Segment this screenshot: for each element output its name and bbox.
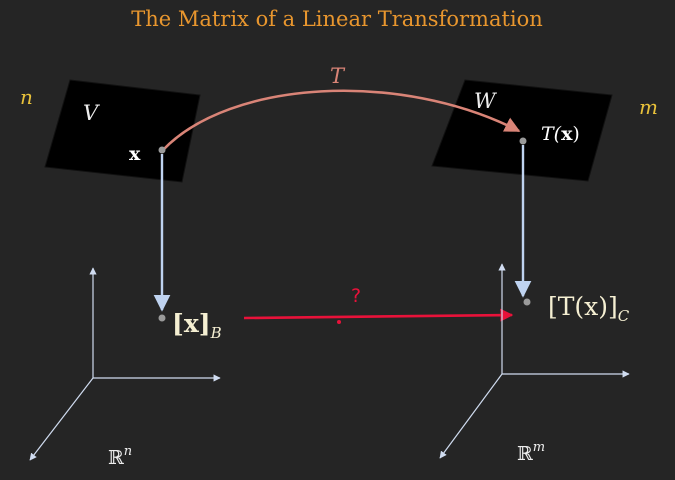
axes-rm [439, 263, 630, 459]
map-t-label: T [330, 64, 346, 88]
axis-rm-diag [439, 373, 503, 459]
rspace-m-exp: m [533, 440, 545, 455]
unknown-map-arrow [243, 308, 514, 322]
plane-v-label: V [83, 101, 100, 125]
coord-x-basis: B [210, 324, 222, 342]
image-tx-x: x [561, 123, 573, 145]
point-coord-tx [523, 298, 531, 306]
plane-w [431, 79, 613, 182]
vector-x-label: x [129, 143, 141, 165]
unknown-map-dot [337, 320, 341, 324]
coord-x-label: [x]B [172, 309, 222, 342]
rspace-m-base: ℝ [517, 443, 533, 465]
rspace-n-label: ℝn [108, 444, 132, 469]
map-t-arrow [162, 89, 521, 151]
coord-tx-label: [T(x)]C [548, 292, 630, 325]
coord-x-main: [x] [172, 309, 211, 338]
unknown-map-label: ? [351, 285, 361, 307]
rspace-n-base: ℝ [108, 447, 124, 469]
plane-w-label: W [474, 89, 498, 113]
image-tx-prefix: T( [541, 123, 562, 145]
point-tx [519, 137, 527, 145]
plane-v [44, 79, 201, 183]
dim-m-label: m [639, 95, 658, 119]
dim-n-label: n [20, 85, 33, 109]
page-title: The Matrix of a Linear Transformation [131, 7, 543, 31]
image-tx-suffix: ) [572, 123, 579, 145]
axes-rn [29, 267, 221, 461]
image-tx-label: T(x) [541, 123, 580, 145]
rspace-m-label: ℝm [517, 440, 545, 465]
axis-rn-diag [29, 377, 94, 461]
rspace-n-exp: n [124, 444, 132, 459]
coord-tx-main: [T(x)] [548, 292, 618, 321]
point-coord-x [158, 314, 166, 322]
point-x [158, 146, 166, 154]
coord-tx-basis: C [618, 307, 630, 325]
